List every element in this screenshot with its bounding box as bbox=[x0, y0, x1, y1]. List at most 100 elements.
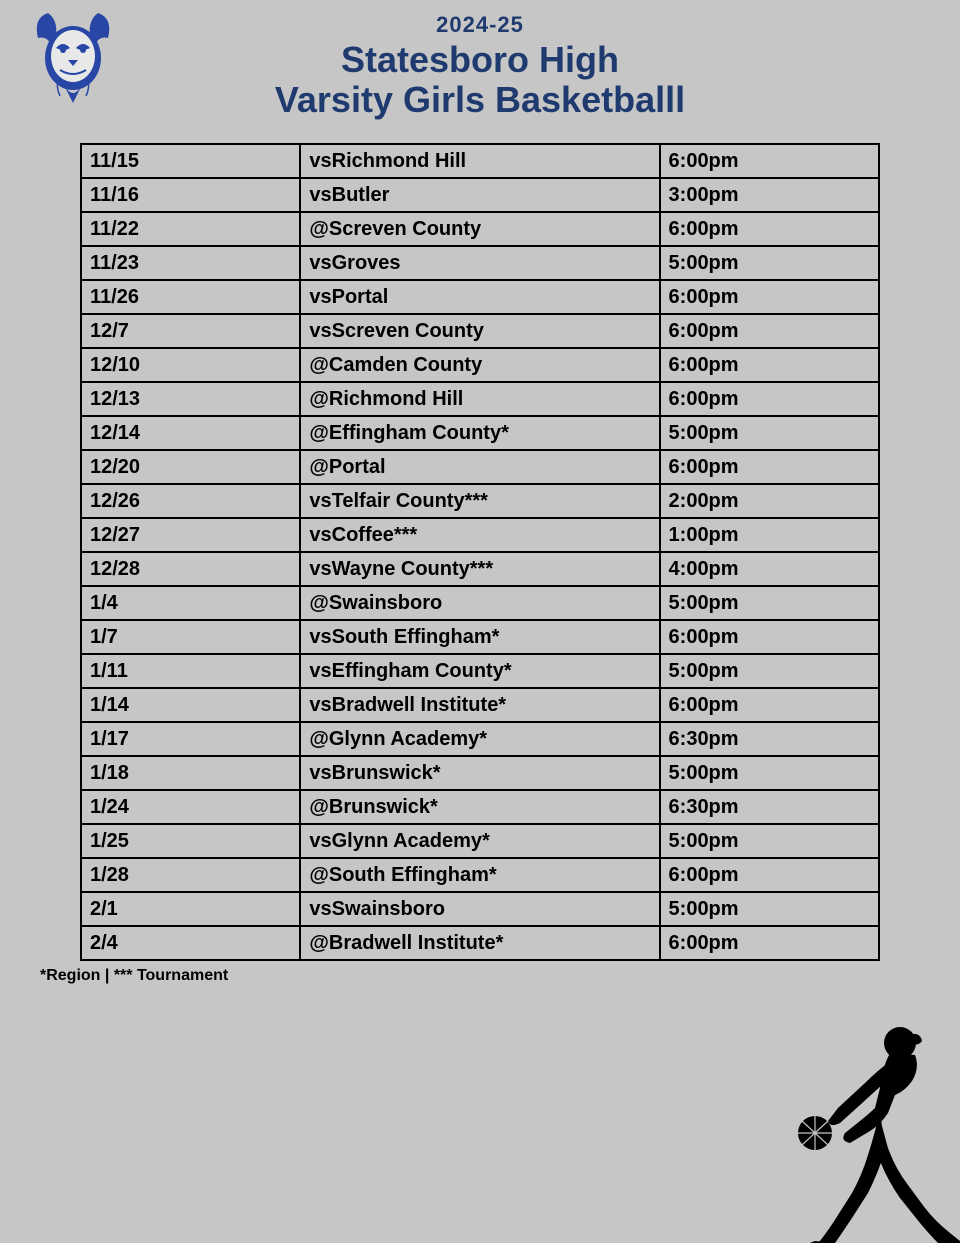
game-opponent: vsSouth Effingham* bbox=[300, 620, 659, 654]
game-date: 11/15 bbox=[81, 144, 300, 178]
game-date: 1/4 bbox=[81, 586, 300, 620]
game-time: 6:00pm bbox=[660, 450, 879, 484]
game-date: 2/1 bbox=[81, 892, 300, 926]
season-label: 2024-25 bbox=[0, 12, 960, 38]
game-opponent: @Glynn Academy* bbox=[300, 722, 659, 756]
game-date: 12/7 bbox=[81, 314, 300, 348]
game-date: 11/26 bbox=[81, 280, 300, 314]
game-time: 5:00pm bbox=[660, 756, 879, 790]
game-time: 5:00pm bbox=[660, 654, 879, 688]
game-opponent: vsEffingham County* bbox=[300, 654, 659, 688]
game-opponent: vsRichmond Hill bbox=[300, 144, 659, 178]
game-date: 11/22 bbox=[81, 212, 300, 246]
game-opponent: @Brunswick* bbox=[300, 790, 659, 824]
game-opponent: vsPortal bbox=[300, 280, 659, 314]
game-time: 2:00pm bbox=[660, 484, 879, 518]
game-date: 12/14 bbox=[81, 416, 300, 450]
table-row: 12/13@Richmond Hill6:00pm bbox=[81, 382, 879, 416]
table-row: 12/20@Portal6:00pm bbox=[81, 450, 879, 484]
schedule-table: 11/15vsRichmond Hill6:00pm11/16vsButler3… bbox=[80, 143, 880, 961]
game-date: 12/28 bbox=[81, 552, 300, 586]
school-name: Statesboro High bbox=[0, 40, 960, 80]
game-opponent: @South Effingham* bbox=[300, 858, 659, 892]
table-row: 1/14vsBradwell Institute*6:00pm bbox=[81, 688, 879, 722]
game-opponent: vsGlynn Academy* bbox=[300, 824, 659, 858]
game-time: 6:00pm bbox=[660, 212, 879, 246]
game-time: 6:00pm bbox=[660, 382, 879, 416]
table-row: 12/14@Effingham County*5:00pm bbox=[81, 416, 879, 450]
table-row: 1/11vsEffingham County*5:00pm bbox=[81, 654, 879, 688]
table-row: 12/10@Camden County6:00pm bbox=[81, 348, 879, 382]
game-opponent: @Richmond Hill bbox=[300, 382, 659, 416]
game-opponent: @Screven County bbox=[300, 212, 659, 246]
page-header: 2024-25 Statesboro High Varsity Girls Ba… bbox=[0, 0, 960, 119]
game-date: 1/7 bbox=[81, 620, 300, 654]
game-date: 12/26 bbox=[81, 484, 300, 518]
legend-footnote: *Region | *** Tournament bbox=[40, 967, 960, 985]
game-time: 5:00pm bbox=[660, 586, 879, 620]
table-row: 11/23vsGroves5:00pm bbox=[81, 246, 879, 280]
game-time: 6:00pm bbox=[660, 348, 879, 382]
table-row: 12/28vsWayne County***4:00pm bbox=[81, 552, 879, 586]
table-row: 1/7vsSouth Effingham*6:00pm bbox=[81, 620, 879, 654]
game-time: 6:00pm bbox=[660, 144, 879, 178]
game-time: 6:30pm bbox=[660, 722, 879, 756]
game-opponent: @Effingham County* bbox=[300, 416, 659, 450]
game-time: 3:00pm bbox=[660, 178, 879, 212]
blue-devil-logo bbox=[28, 8, 118, 108]
game-opponent: vsScreven County bbox=[300, 314, 659, 348]
table-row: 11/26vsPortal6:00pm bbox=[81, 280, 879, 314]
table-row: 12/27vsCoffee***1:00pm bbox=[81, 518, 879, 552]
game-time: 6:00pm bbox=[660, 926, 879, 960]
game-opponent: @Portal bbox=[300, 450, 659, 484]
game-date: 11/16 bbox=[81, 178, 300, 212]
table-row: 11/15vsRichmond Hill6:00pm bbox=[81, 144, 879, 178]
game-opponent: @Swainsboro bbox=[300, 586, 659, 620]
game-time: 4:00pm bbox=[660, 552, 879, 586]
game-date: 12/20 bbox=[81, 450, 300, 484]
game-opponent: @Camden County bbox=[300, 348, 659, 382]
game-time: 6:00pm bbox=[660, 620, 879, 654]
game-time: 6:00pm bbox=[660, 280, 879, 314]
game-time: 6:00pm bbox=[660, 688, 879, 722]
game-time: 6:00pm bbox=[660, 858, 879, 892]
game-date: 1/25 bbox=[81, 824, 300, 858]
game-opponent: @Bradwell Institute* bbox=[300, 926, 659, 960]
table-row: 1/17@Glynn Academy*6:30pm bbox=[81, 722, 879, 756]
game-date: 11/23 bbox=[81, 246, 300, 280]
basketball-player-silhouette bbox=[760, 1013, 960, 1243]
table-row: 2/4@Bradwell Institute*6:00pm bbox=[81, 926, 879, 960]
table-row: 12/26vsTelfair County***2:00pm bbox=[81, 484, 879, 518]
game-date: 1/11 bbox=[81, 654, 300, 688]
table-row: 11/16vsButler3:00pm bbox=[81, 178, 879, 212]
table-row: 1/28@South Effingham*6:00pm bbox=[81, 858, 879, 892]
table-row: 1/24@Brunswick*6:30pm bbox=[81, 790, 879, 824]
game-opponent: vsTelfair County*** bbox=[300, 484, 659, 518]
game-time: 5:00pm bbox=[660, 416, 879, 450]
table-row: 1/25vsGlynn Academy*5:00pm bbox=[81, 824, 879, 858]
game-opponent: vsGroves bbox=[300, 246, 659, 280]
table-row: 11/22@Screven County6:00pm bbox=[81, 212, 879, 246]
game-time: 5:00pm bbox=[660, 892, 879, 926]
table-row: 1/18vsBrunswick*5:00pm bbox=[81, 756, 879, 790]
game-time: 1:00pm bbox=[660, 518, 879, 552]
game-date: 12/13 bbox=[81, 382, 300, 416]
game-time: 5:00pm bbox=[660, 246, 879, 280]
table-row: 1/4@Swainsboro5:00pm bbox=[81, 586, 879, 620]
game-opponent: vsBradwell Institute* bbox=[300, 688, 659, 722]
team-name: Varsity Girls Basketballl bbox=[0, 80, 960, 120]
game-time: 6:00pm bbox=[660, 314, 879, 348]
game-date: 1/17 bbox=[81, 722, 300, 756]
game-opponent: vsBrunswick* bbox=[300, 756, 659, 790]
table-row: 12/7vsScreven County6:00pm bbox=[81, 314, 879, 348]
game-opponent: vsButler bbox=[300, 178, 659, 212]
game-opponent: vsCoffee*** bbox=[300, 518, 659, 552]
game-opponent: vsSwainsboro bbox=[300, 892, 659, 926]
game-opponent: vsWayne County*** bbox=[300, 552, 659, 586]
game-date: 1/28 bbox=[81, 858, 300, 892]
game-date: 2/4 bbox=[81, 926, 300, 960]
game-time: 5:00pm bbox=[660, 824, 879, 858]
table-row: 2/1vsSwainsboro5:00pm bbox=[81, 892, 879, 926]
game-date: 1/14 bbox=[81, 688, 300, 722]
game-date: 12/10 bbox=[81, 348, 300, 382]
